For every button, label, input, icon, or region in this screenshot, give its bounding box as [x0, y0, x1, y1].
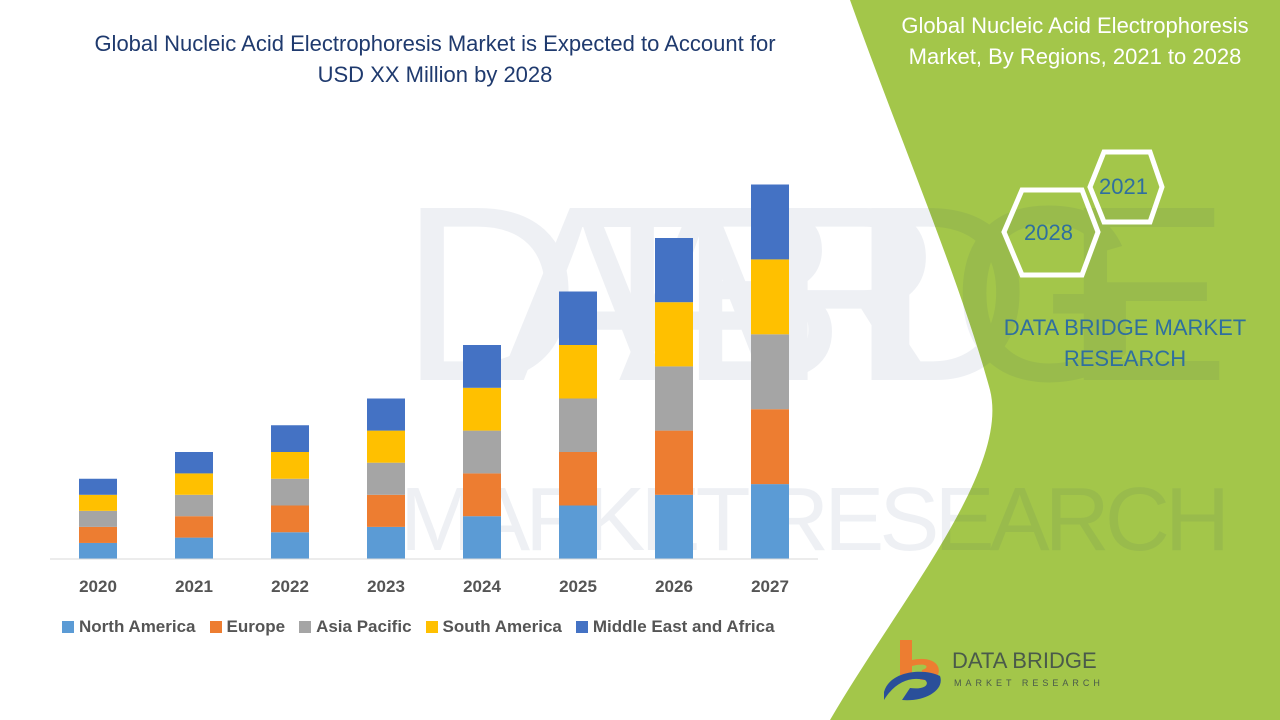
bar-segment-2023-europe — [367, 494, 405, 527]
bar-segment-2024-south-america — [463, 387, 501, 431]
bar-segment-2024-north-america — [463, 516, 501, 559]
bar-segment-2025-south-america — [559, 345, 597, 399]
bar-segment-2024-asia-pacific — [463, 430, 501, 474]
legend-item-europe: Europe — [209, 617, 286, 637]
bar-segment-2027-asia-pacific — [751, 334, 789, 410]
x-tick-label: 2027 — [751, 577, 789, 596]
bar-segment-2025-north-america — [559, 505, 597, 559]
legend-label: South America — [442, 617, 562, 636]
bar-segment-2023-south-america — [367, 430, 405, 463]
svg-text:DATA BRIDGE: DATA BRIDGE — [400, 154, 1230, 433]
bar-segment-2025-middle-east-and-africa — [559, 291, 597, 345]
bar-segment-2026-europe — [655, 430, 693, 495]
legend-label: Middle East and Africa — [592, 617, 775, 636]
bar-segment-2023-north-america — [367, 526, 405, 559]
brand-text: DATA BRIDGE MARKET RESEARCH — [1003, 315, 1247, 371]
bar-segment-2021-south-america — [175, 473, 213, 495]
bar-segment-2027-europe — [751, 409, 789, 485]
bar-segment-2022-europe — [271, 505, 309, 533]
legend-label: Asia Pacific — [316, 617, 412, 636]
bar-segment-2027-north-america — [751, 484, 789, 559]
data-bridge-logo-icon — [884, 640, 941, 701]
x-tick-label: 2024 — [463, 577, 501, 596]
bar-segment-2021-asia-pacific — [175, 494, 213, 517]
hex-label-2028: 2028 — [1024, 220, 1073, 245]
side-panel-title: Global Nucleic Acid Electrophoresis Mark… — [901, 13, 1249, 69]
legend: North America Europe Asia Pacific South … — [62, 617, 775, 637]
bar-segment-2022-north-america — [271, 532, 309, 559]
bar-segment-2027-south-america — [751, 259, 789, 335]
x-tick-label: 2020 — [79, 577, 117, 596]
watermark: DATA BRIDGE MARKET RESEARCH — [400, 154, 1230, 570]
legend-item-asia-pacific: Asia Pacific — [299, 617, 412, 637]
logo-name: DATA BRIDGE — [952, 648, 1097, 673]
bar-segment-2026-middle-east-and-africa — [655, 238, 693, 303]
legend-item-middle-east-africa: Middle East and Africa — [575, 617, 775, 637]
bar-segment-2027-middle-east-and-africa — [751, 184, 789, 260]
legend-item-south-america: South America — [425, 617, 562, 637]
bar-segment-2026-north-america — [655, 494, 693, 559]
svg-text:MARKET RESEARCH: MARKET RESEARCH — [400, 470, 1230, 570]
bar-segment-2022-asia-pacific — [271, 478, 309, 506]
bar-segment-2026-south-america — [655, 302, 693, 367]
logo-tagline: MARKET RESEARCH — [954, 678, 1104, 688]
bar-segment-2024-middle-east-and-africa — [463, 345, 501, 388]
bar-segment-2020-north-america — [79, 542, 117, 559]
hexagon-2028 — [1001, 187, 1101, 278]
bar-segment-2021-north-america — [175, 537, 213, 559]
legend-label: Europe — [226, 617, 286, 636]
x-tick-label: 2022 — [271, 577, 309, 596]
legend-label: North America — [79, 617, 196, 636]
x-tick-label: 2023 — [367, 577, 405, 596]
chart-title: Global Nucleic Acid Electrophoresis Mark… — [94, 31, 776, 87]
hex-label-2021: 2021 — [1099, 174, 1148, 199]
bar-segment-2024-europe — [463, 473, 501, 517]
x-tick-label: 2021 — [175, 577, 213, 596]
green-panel — [830, 0, 1280, 720]
legend-item-north-america: North America — [62, 617, 196, 637]
bar-segment-2021-europe — [175, 516, 213, 538]
bar-segment-2023-middle-east-and-africa — [367, 398, 405, 431]
bar-segment-2020-europe — [79, 526, 117, 543]
bar-segment-2023-asia-pacific — [367, 462, 405, 495]
x-tick-label: 2025 — [559, 577, 597, 596]
bar-segment-2026-asia-pacific — [655, 366, 693, 431]
bar-segment-2020-south-america — [79, 494, 117, 511]
bar-segment-2022-south-america — [271, 452, 309, 479]
bar-segment-2020-middle-east-and-africa — [79, 478, 117, 495]
bar-segment-2021-middle-east-and-africa — [175, 452, 213, 474]
bar-segment-2025-europe — [559, 452, 597, 506]
stacked-bar-chart: 2020 2021 2022 2023 2024 2025 2026 2027 — [79, 184, 789, 596]
bar-segment-2020-asia-pacific — [79, 510, 117, 527]
hexagon-2021 — [1087, 149, 1165, 225]
bar-segment-2022-middle-east-and-africa — [271, 425, 309, 452]
bar-segment-2025-asia-pacific — [559, 398, 597, 452]
x-tick-label: 2026 — [655, 577, 693, 596]
